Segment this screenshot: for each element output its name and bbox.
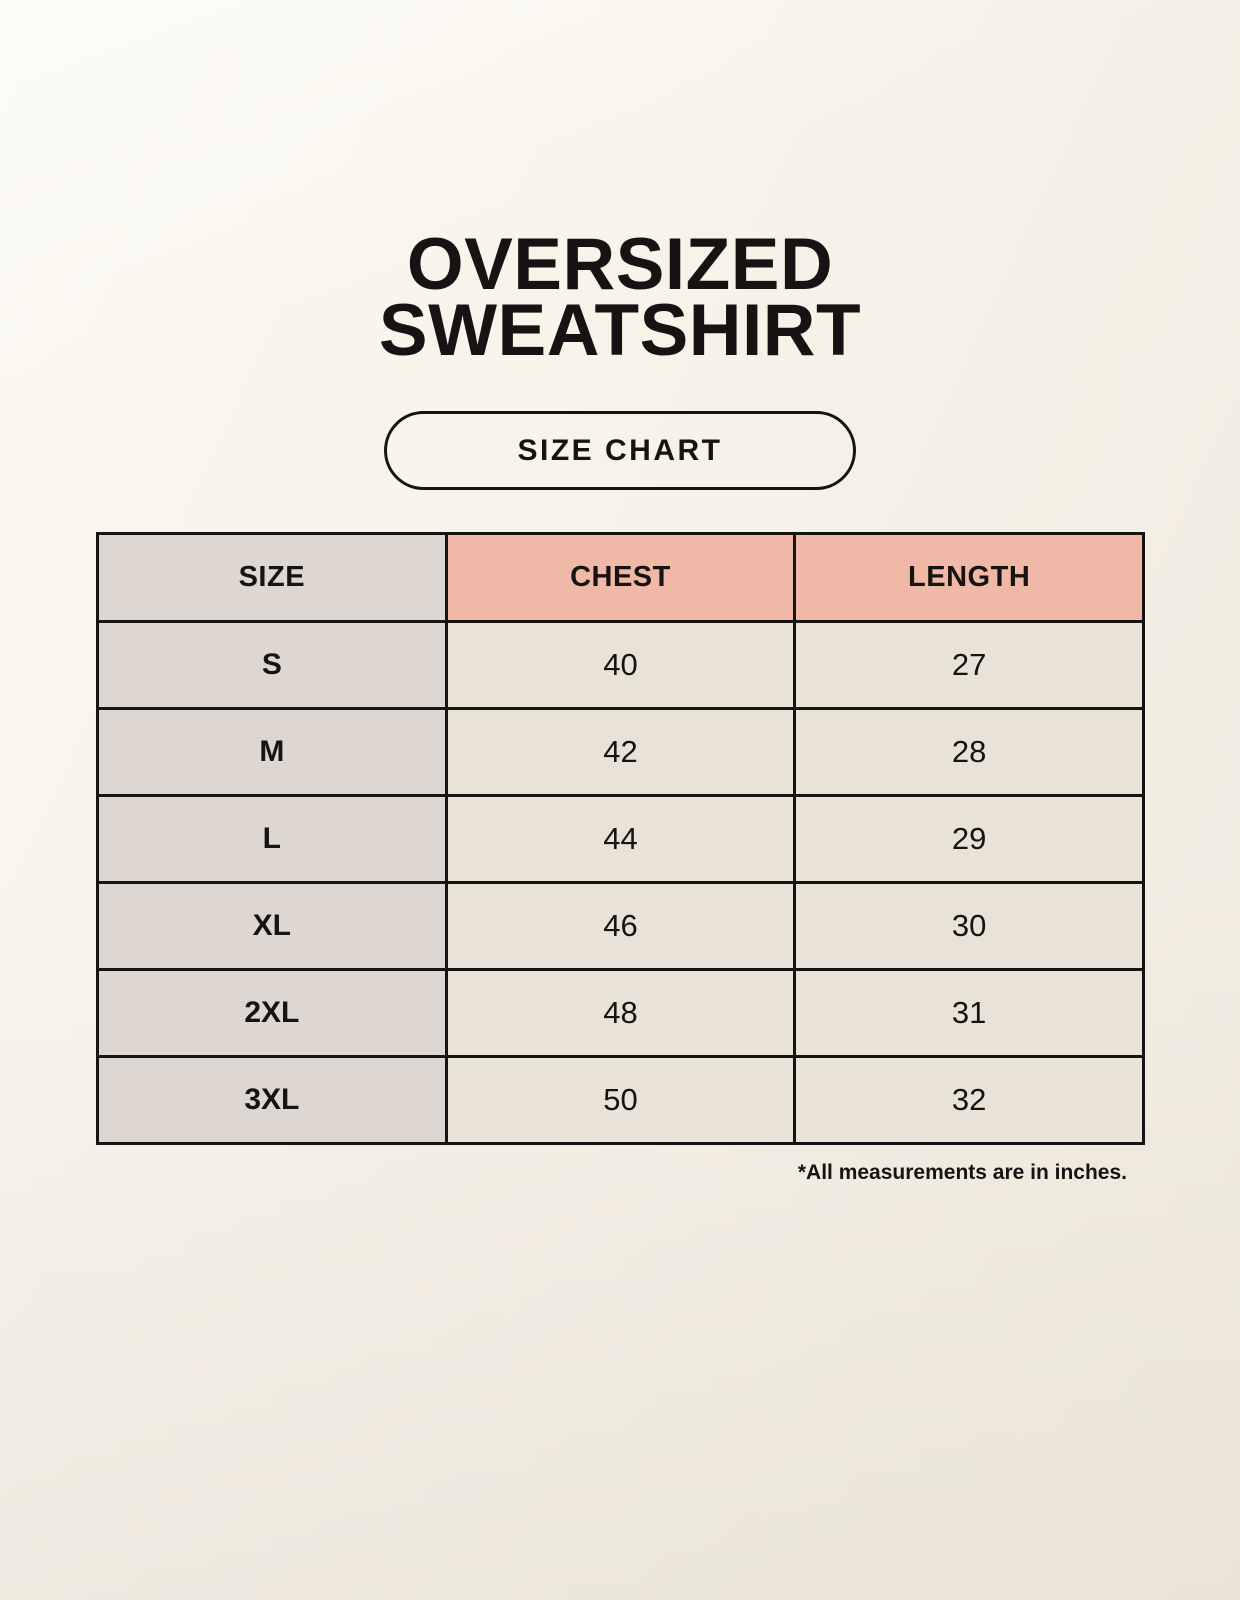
table-row: M 42 28: [96, 707, 1145, 797]
chest-cell: 44: [444, 794, 797, 884]
table-row: XL 46 30: [96, 881, 1145, 971]
chest-cell: 50: [444, 1055, 797, 1145]
chest-column-header: CHEST: [444, 532, 797, 623]
size-chart-body: S 40 27 M 42 28 L 44 29 XL 46 30 2XL 48 31 3XL 50 32: [96, 620, 1145, 1145]
measurements-footnote: *All measurements are in inches.: [797, 1161, 1127, 1184]
page-title: OVERSIZED SWEATSHIRT: [0, 0, 1240, 371]
size-cell: 2XL: [96, 968, 448, 1058]
size-cell: M: [96, 707, 448, 797]
size-cell: S: [96, 620, 448, 710]
size-chart-button[interactable]: SIZE CHART: [384, 411, 856, 490]
table-row: 2XL 48 31: [96, 968, 1145, 1058]
length-cell: 27: [793, 620, 1145, 710]
length-cell: 30: [793, 881, 1145, 971]
chest-cell: 40: [444, 620, 797, 710]
size-chart-table: SIZE CHEST LENGTH S 40 27 M 42 28 L 44 29 XL 46 30 2…: [96, 532, 1145, 1145]
table-row: L 44 29: [96, 794, 1145, 884]
chest-cell: 46: [444, 881, 797, 971]
table-row: 3XL 50 32: [96, 1055, 1145, 1145]
size-cell: XL: [96, 881, 448, 971]
length-cell: 31: [793, 968, 1145, 1058]
chest-cell: 48: [444, 968, 797, 1058]
size-column-header: SIZE: [96, 532, 448, 623]
table-header-row: SIZE CHEST LENGTH: [96, 532, 1145, 623]
size-cell: 3XL: [96, 1055, 448, 1145]
length-column-header: LENGTH: [793, 532, 1145, 623]
size-chart-table-wrap: SIZE CHEST LENGTH S 40 27 M 42 28 L 44 29 XL 46 30 2…: [96, 532, 1145, 1145]
page-title-line2: SWEATSHIRT: [378, 290, 862, 371]
chest-cell: 42: [444, 707, 797, 797]
table-row: S 40 27: [96, 620, 1145, 710]
size-cell: L: [96, 794, 448, 884]
page-title-line1: OVERSIZED: [406, 224, 834, 305]
length-cell: 32: [793, 1055, 1145, 1145]
length-cell: 29: [793, 794, 1145, 884]
length-cell: 28: [793, 707, 1145, 797]
size-chart-button-label: SIZE CHART: [517, 433, 723, 467]
